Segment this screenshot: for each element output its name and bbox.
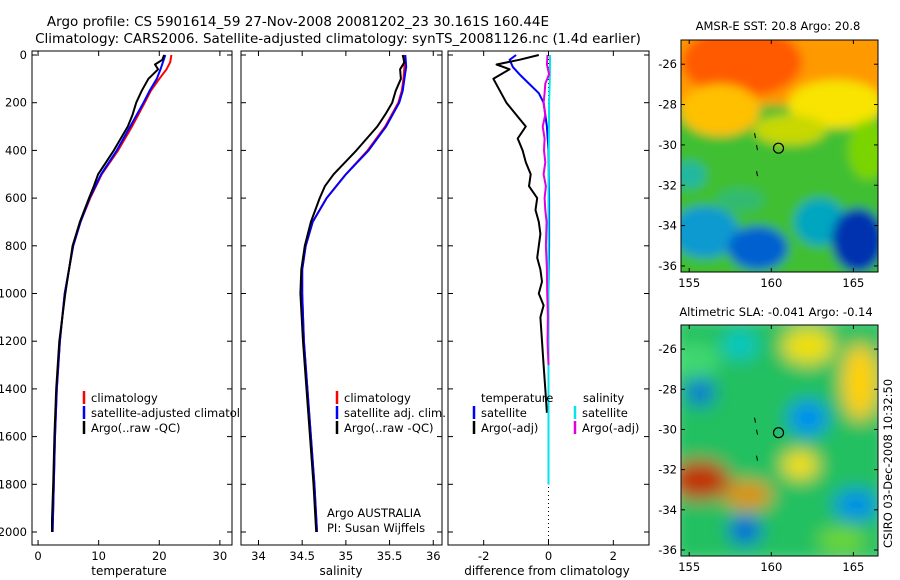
difference-series-group	[492, 54, 552, 485]
temperature-profile-panel: 0 10 20 30 0 200 400 600 800 1000 1200 1400 1600 1800…	[0, 48, 261, 578]
salinity-series-argo-raw-qc	[299, 54, 406, 533]
difference-series-salinity-argo-adj	[541, 54, 551, 366]
diff-legend-temp-argo: Argo(-adj)	[481, 421, 538, 435]
sla_map-x-tick-label: 155	[678, 560, 700, 574]
salinity-legend: climatology satellite adj. clim. Argo(..…	[335, 391, 446, 435]
temp-legend-argo: Argo(..raw -QC)	[91, 421, 181, 435]
difference-x-label: difference from climatology	[464, 564, 630, 578]
sla-map-field	[681, 325, 878, 556]
sst_map-track-dash	[756, 171, 759, 177]
salinity-x-tick-label: 35.5	[377, 549, 403, 563]
sal-legend-argo: Argo(..raw -QC)	[344, 421, 434, 435]
temperature-x-tick-label: 10	[91, 549, 106, 563]
difference-x-tick-label: 0	[545, 549, 552, 563]
temperature-y-tick-label: 200	[5, 96, 27, 110]
sst_map-x-tick-label: 155	[678, 276, 700, 290]
temperature-y-tick-label: 600	[5, 191, 27, 205]
sla_map-track-dash	[756, 455, 759, 461]
salinity-axes: 34 34.5 35 35.5 36	[241, 51, 442, 563]
temperature-x-tick-label: 30	[213, 549, 228, 563]
difference-legend: temperature satellite Argo(-adj) salinit…	[472, 391, 639, 435]
sal-legend-climatology: climatology	[344, 391, 411, 405]
temperature-y-tick-label: 2000	[0, 525, 27, 539]
salinity-x-tick-label: 34	[251, 549, 266, 563]
sst-map-frame	[680, 39, 879, 273]
diff-legend-sal-satellite: satellite	[582, 406, 628, 420]
salinity-profile-panel: 34 34.5 35 35.5 36 salinity climatology sate…	[240, 50, 446, 578]
sla_map-x-tick-label: 165	[842, 560, 864, 574]
salinity-x-label: salinity	[319, 564, 362, 578]
temperature-y-tick-label: 400	[5, 143, 27, 157]
temperature-x-tick-label: 20	[152, 549, 167, 563]
sla-map-frame	[680, 324, 879, 557]
figure-title-line2: Climatology: CARS2006. Satellite-adjuste…	[35, 31, 641, 47]
argo-credit-pi: PI: Susan Wijffels	[327, 521, 425, 535]
salinity-x-tick-label: 35	[339, 549, 354, 563]
sla_map-y-tick-label: -36	[658, 543, 677, 557]
difference-axes: -2 0 2	[448, 51, 649, 563]
sst_map-x-tick-label: 160	[760, 276, 782, 290]
sla-map-title: Altimetric SLA: -0.041 Argo: -0.14	[679, 305, 872, 319]
difference-x-tick-label: -2	[478, 549, 489, 563]
sst_map-x-tick-label: 165	[842, 276, 864, 290]
difference-panel: -2 0 2 difference from climatology tempera…	[447, 50, 650, 578]
sla_map-y-tick-label: -30	[658, 422, 677, 436]
sst_map-y-tick-label: -36	[658, 259, 677, 273]
difference-x-tick-label: 2	[610, 549, 617, 563]
temperature-series-argo-raw-qc	[51, 54, 166, 532]
sst-map-field	[681, 40, 878, 272]
temp-legend-climatology: climatology	[91, 391, 158, 405]
difference-series-salinity-satellite	[547, 54, 552, 485]
sla_map-x-tick-label: 160	[760, 560, 782, 574]
temperature-legend: climatology satellite-adjusted climatolo…	[82, 391, 261, 435]
sal-legend-satellite-adj: satellite adj. clim.	[344, 406, 446, 420]
salinity-plot-frame	[240, 50, 443, 546]
salinity-x-tick-label: 34.5	[289, 549, 315, 563]
argo-credit-agency: Argo AUSTRALIA	[327, 506, 421, 520]
sst_map-y-tick-label: -26	[658, 57, 677, 71]
diff-legend-temperature-title: temperature	[481, 391, 553, 405]
sla_map-track-dash	[756, 429, 759, 435]
sla_map-y-tick-label: -32	[658, 463, 677, 477]
temperature-y-tick-label: 0	[20, 48, 27, 62]
temperature-x-label: temperature	[91, 564, 166, 578]
sla-map-panel: Altimetric SLA: -0.041 Argo: -0.14 155 16…	[658, 305, 879, 574]
figure-title-line1: Argo profile: CS 5901614_59 27-Nov-2008 …	[47, 14, 549, 30]
sst-map-title: AMSR-E SST: 20.8 Argo: 20.8	[696, 19, 861, 33]
temperature-y-tick-label: 1600	[0, 430, 27, 444]
temperature-y-tick-label: 1800	[0, 477, 27, 491]
sst_map-track-dash	[754, 133, 757, 139]
sla_map-y-tick-label: -34	[658, 503, 677, 517]
sst_map-y-tick-label: -28	[658, 98, 677, 112]
salinity-x-tick-label: 36	[426, 549, 441, 563]
side-stamp: CSIRO 03-Dec-2008 10:32:50	[881, 379, 895, 548]
sst_map-y-tick-label: -32	[658, 178, 677, 192]
diff-legend-salinity-title: salinity	[583, 391, 624, 405]
sst-float-position-marker	[772, 142, 785, 154]
diff-legend-temp-satellite: satellite	[481, 406, 527, 420]
sla_map-track-dash	[754, 417, 757, 423]
temperature-y-tick-label: 1400	[0, 382, 27, 396]
sst_map-y-tick-label: -30	[658, 138, 677, 152]
sst_map-y-tick-label: -34	[658, 219, 677, 233]
diff-legend-sal-argo: Argo(-adj)	[582, 421, 639, 435]
sla-map-axes: 155 160 165 -26 -28 -30 -32 -34 -36	[658, 325, 878, 574]
temperature-y-tick-label: 1200	[0, 334, 27, 348]
salinity-series-group	[299, 54, 408, 533]
sst-map-panel: AMSR-E SST: 20.8 Argo: 20.8 155 160 165 -26…	[658, 19, 879, 290]
sst-map-axes: 155 160 165 -26 -28 -30 -32 -34 -36	[658, 40, 878, 290]
temperature-series-group	[51, 54, 173, 533]
temperature-x-tick-label: 0	[34, 549, 41, 563]
temperature-axes: 0 10 20 30 0 200 400 600 800 1000 1200 1400 1600 1800…	[0, 48, 232, 563]
sla-float-position-marker	[772, 427, 785, 439]
sla_map-y-tick-label: -28	[658, 382, 677, 396]
temp-legend-satellite-adjusted: satellite-adjusted climatology	[91, 406, 261, 420]
difference-series-temperature-argo-adj	[492, 54, 548, 413]
temperature-y-tick-label: 800	[5, 239, 27, 253]
sla_map-y-tick-label: -26	[658, 342, 677, 356]
temperature-y-tick-label: 1000	[0, 287, 27, 301]
sst_map-track-dash	[756, 145, 759, 151]
